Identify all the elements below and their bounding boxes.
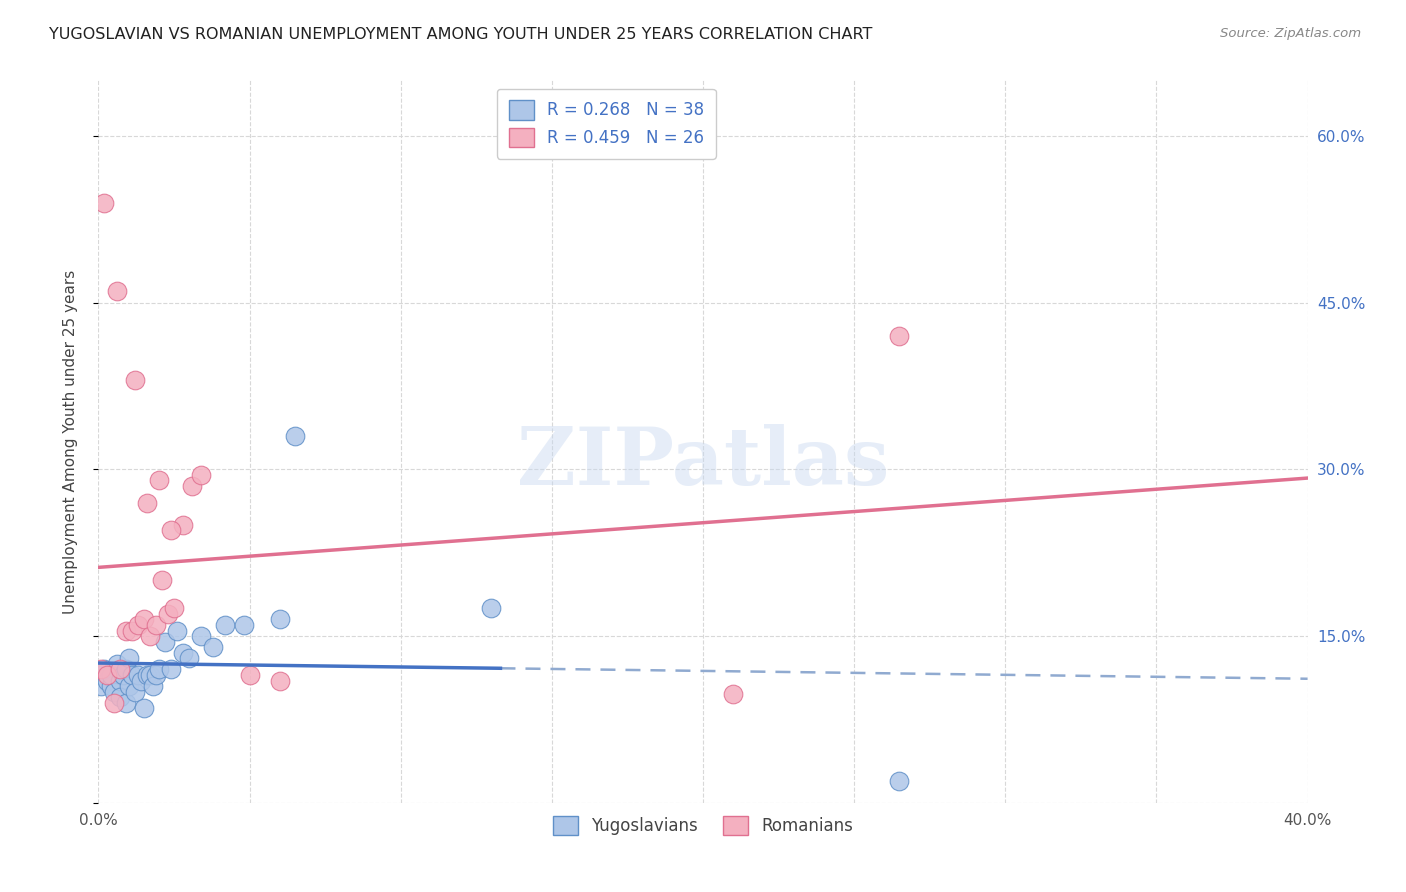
Point xyxy=(96,668,118,682)
Point xyxy=(103,684,125,698)
Point xyxy=(190,629,212,643)
Point xyxy=(132,612,155,626)
Point xyxy=(135,496,157,510)
Point xyxy=(284,429,307,443)
Point xyxy=(132,701,155,715)
Point xyxy=(269,673,291,688)
Point xyxy=(93,662,115,676)
Point xyxy=(105,285,128,299)
Point xyxy=(172,646,194,660)
Point xyxy=(889,329,911,343)
Point xyxy=(90,662,112,676)
Point xyxy=(142,679,165,693)
Point xyxy=(103,696,125,710)
Point xyxy=(145,618,167,632)
Point xyxy=(153,634,176,648)
Point xyxy=(139,668,162,682)
Point xyxy=(214,618,236,632)
Text: ZIPatlas: ZIPatlas xyxy=(517,425,889,502)
Point xyxy=(118,651,141,665)
Point xyxy=(114,662,136,676)
Point xyxy=(100,679,122,693)
Point xyxy=(114,624,136,638)
Text: YUGOSLAVIAN VS ROMANIAN UNEMPLOYMENT AMONG YOUTH UNDER 25 YEARS CORRELATION CHAR: YUGOSLAVIAN VS ROMANIAN UNEMPLOYMENT AMO… xyxy=(49,27,873,42)
Point xyxy=(93,195,115,210)
Point xyxy=(239,668,262,682)
Point xyxy=(163,601,186,615)
Y-axis label: Unemployment Among Youth under 25 years: Unemployment Among Youth under 25 years xyxy=(63,269,77,614)
Point xyxy=(114,696,136,710)
Point xyxy=(148,662,170,676)
Point xyxy=(190,467,212,482)
Point xyxy=(105,657,128,671)
Legend: Yugoslavians, Romanians: Yugoslavians, Romanians xyxy=(543,805,863,845)
Point xyxy=(135,668,157,682)
Point xyxy=(111,668,134,682)
Point xyxy=(139,629,162,643)
Point xyxy=(145,668,167,682)
Point xyxy=(481,601,503,615)
Point xyxy=(723,687,745,701)
Point xyxy=(90,668,112,682)
Point xyxy=(108,662,131,676)
Point xyxy=(202,640,225,655)
Point xyxy=(121,624,143,638)
Point xyxy=(148,474,170,488)
Text: Source: ZipAtlas.com: Source: ZipAtlas.com xyxy=(1220,27,1361,40)
Point xyxy=(889,773,911,788)
Point xyxy=(124,684,146,698)
Point xyxy=(179,651,201,665)
Point xyxy=(181,479,204,493)
Point xyxy=(127,668,149,682)
Point xyxy=(160,662,183,676)
Point xyxy=(121,668,143,682)
Point xyxy=(172,517,194,532)
Point xyxy=(127,618,149,632)
Point xyxy=(150,574,173,588)
Point xyxy=(100,668,122,682)
Point xyxy=(160,524,183,538)
Point xyxy=(108,690,131,705)
Point xyxy=(166,624,188,638)
Point xyxy=(108,673,131,688)
Point xyxy=(129,673,152,688)
Point xyxy=(232,618,254,632)
Point xyxy=(96,673,118,688)
Point xyxy=(124,373,146,387)
Point xyxy=(269,612,291,626)
Point xyxy=(90,679,112,693)
Point xyxy=(156,607,179,621)
Point xyxy=(118,679,141,693)
